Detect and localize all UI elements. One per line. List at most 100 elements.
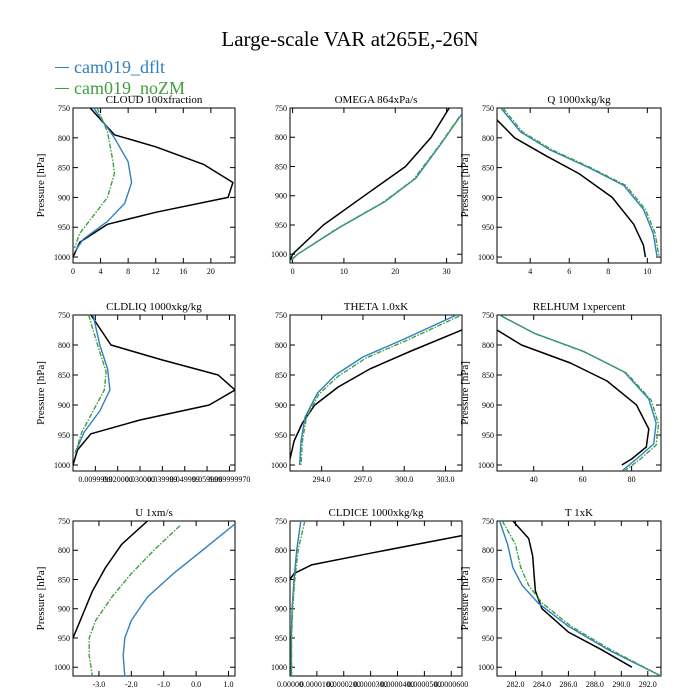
panel-9-xtick-label: 286.0 bbox=[559, 680, 577, 689]
panel-9-line-ref bbox=[512, 521, 633, 668]
panel-2-xtick-label: 10 bbox=[340, 267, 348, 276]
panel-2-xtick-label: 0 bbox=[291, 267, 295, 276]
panel-2-ytick-label: 950 bbox=[275, 221, 287, 230]
panel-9-ytick-label: 1000 bbox=[478, 663, 494, 672]
panel-6-ytick-label: 850 bbox=[482, 371, 494, 380]
panel-1-ytick-label: 850 bbox=[58, 164, 70, 173]
panel-4-frame bbox=[72, 314, 236, 472]
panel-9-line-dflt bbox=[498, 521, 661, 676]
panel-6-title: RELHUM 1xpercent bbox=[533, 301, 626, 313]
panel-2-ytick-label: 900 bbox=[275, 192, 287, 201]
figure-title: Large-scale VAR at265E,-26N bbox=[221, 27, 479, 51]
panel-5-ytick-label: 950 bbox=[275, 431, 287, 440]
panel-6-ytick-label: 950 bbox=[482, 431, 494, 440]
panel-8-ytick-label: 800 bbox=[275, 546, 287, 555]
panel-2-ytick-label: 750 bbox=[275, 104, 287, 113]
panel-5-ytick-label: 800 bbox=[275, 341, 287, 350]
panel-3-xtick-label: 4 bbox=[528, 267, 532, 276]
panel-9-xtick-label: 288.0 bbox=[586, 680, 604, 689]
panel-4-title: CLDLIQ 1000xkg/kg bbox=[106, 301, 202, 313]
panel-2-line-noZM bbox=[290, 116, 460, 262]
panel-7-ytick-label: 1000 bbox=[54, 663, 70, 672]
panel-8-xtick-label: 0.0000100 bbox=[300, 680, 334, 689]
panel-2-xtick-label: 20 bbox=[391, 267, 399, 276]
panel-7-ytick-label: 750 bbox=[58, 517, 70, 526]
panel-1-line-noZM bbox=[73, 108, 116, 249]
panel-6-line-ref bbox=[497, 329, 650, 466]
panel-7-ytick-label: 850 bbox=[58, 575, 70, 584]
panel-7-xtick-label: 1.0 bbox=[224, 680, 234, 689]
panel-4-ylabel: Pressure [hPa] bbox=[35, 361, 47, 425]
panel-2-xtick-label: 30 bbox=[443, 267, 451, 276]
panel-8-line-ref bbox=[290, 534, 462, 580]
panel-4-ytick-label: 900 bbox=[58, 401, 70, 410]
panel-1-title: CLOUD 100xfraction bbox=[106, 94, 203, 106]
panel-6-ytick-label: 750 bbox=[482, 311, 494, 320]
panel-9-ylabel: Pressure [hPa] bbox=[459, 567, 471, 631]
panel-7-xtick-label: -2.0 bbox=[125, 680, 138, 689]
panel-3-ytick-label: 800 bbox=[482, 134, 494, 143]
panel-3-line-dflt bbox=[500, 108, 658, 258]
panel-9-xtick-label: 292.0 bbox=[639, 680, 657, 689]
panel-4-xtick-label: 0.059999 bbox=[192, 475, 222, 484]
panel-9-ytick-label: 950 bbox=[482, 634, 494, 643]
panel-2-ytick-label: 800 bbox=[275, 133, 287, 142]
panel-3-ytick-label: 900 bbox=[482, 193, 494, 202]
panel-1-xtick-label: 12 bbox=[152, 267, 160, 276]
panel-6-ylabel: Pressure [hPa] bbox=[459, 361, 471, 425]
legend-swatch-dflt bbox=[55, 67, 69, 68]
panel-1-ytick-label: 800 bbox=[58, 134, 70, 143]
panel-7-xtick-label: 0.0 bbox=[191, 680, 201, 689]
panel-6-ytick-label: 900 bbox=[482, 401, 494, 410]
panel-3-ytick-label: 750 bbox=[482, 104, 494, 113]
legend-swatch-noZM bbox=[55, 88, 69, 89]
panel-4-xtick-label: 0.049999 bbox=[170, 475, 200, 484]
panel-1-ylabel: Pressure [hPa] bbox=[35, 154, 47, 218]
panel-2-ytick-label: 1000 bbox=[271, 250, 287, 259]
legend-label-noZM: cam019_noZM bbox=[74, 78, 185, 98]
panel-8-xtick-label: 0.0000300 bbox=[354, 680, 388, 689]
panel-3-ytick-label: 850 bbox=[482, 164, 494, 173]
panel-8-ytick-label: 1000 bbox=[271, 663, 287, 672]
panel-7-ytick-label: 800 bbox=[58, 546, 70, 555]
panel-9-xtick-label: 282.0 bbox=[507, 680, 525, 689]
panel-9-title: T 1xK bbox=[565, 507, 593, 519]
panel-2-title: OMEGA 864xPa/s bbox=[335, 94, 418, 106]
panel-4-ytick-label: 750 bbox=[58, 311, 70, 320]
panel-8-frame bbox=[289, 520, 463, 677]
panel-8-ytick-label: 950 bbox=[275, 634, 287, 643]
panel-3-line-noZM bbox=[502, 108, 660, 258]
panel-5-title: THETA 1.0xK bbox=[344, 301, 409, 313]
panel-7-frame bbox=[72, 520, 236, 677]
panel-6-ytick-label: 1000 bbox=[478, 461, 494, 470]
panel-6-frame bbox=[496, 314, 662, 472]
panel-4-ytick-label: 1000 bbox=[54, 461, 70, 470]
panel-6-xtick-label: 40 bbox=[530, 475, 538, 484]
panel-4-xtick-label: 0.0099999 bbox=[78, 475, 112, 484]
panel-9-xtick-label: 290.0 bbox=[612, 680, 630, 689]
panel-7-line-dflt bbox=[122, 523, 235, 676]
panel-7-ylabel: Pressure [hPa] bbox=[35, 567, 47, 631]
panel-4-ytick-label: 950 bbox=[58, 431, 70, 440]
panel-8-line-noZM bbox=[290, 521, 306, 676]
panel-4-ytick-label: 800 bbox=[58, 341, 70, 350]
panel-4-ytick-label: 850 bbox=[58, 371, 70, 380]
panel-8-xtick-label: 0.00000 bbox=[277, 680, 303, 689]
panel-5-xtick-label: 294.0 bbox=[313, 475, 331, 484]
panel-8-ytick-label: 750 bbox=[275, 517, 287, 526]
panel-6-xtick-label: 60 bbox=[579, 475, 587, 484]
panel-8-title: CLDICE 1000xkg/kg bbox=[328, 507, 424, 519]
panel-5-xtick-label: 303.0 bbox=[436, 475, 454, 484]
panel-1-ytick-label: 900 bbox=[58, 193, 70, 202]
panel-3-title: Q 1000xkg/kg bbox=[547, 94, 611, 106]
panel-7-ytick-label: 950 bbox=[58, 634, 70, 643]
panel-7-line-ref bbox=[73, 521, 149, 639]
panel-1-xtick-label: 4 bbox=[99, 267, 103, 276]
legend-label-dflt: cam019_dflt bbox=[74, 57, 165, 77]
panel-3-ytick-label: 1000 bbox=[478, 253, 494, 262]
panel-1-line-ref bbox=[73, 108, 234, 258]
panel-5-ytick-label: 850 bbox=[275, 371, 287, 380]
panel-4-line-dflt bbox=[74, 315, 111, 454]
panel-9-xtick-label: 284.0 bbox=[533, 680, 551, 689]
